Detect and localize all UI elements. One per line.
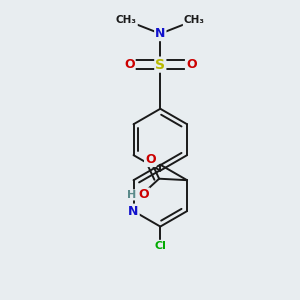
Text: O: O <box>139 188 149 201</box>
Text: CH₃: CH₃ <box>184 15 205 26</box>
Text: O: O <box>186 58 196 71</box>
Text: N: N <box>155 27 166 40</box>
Text: S: S <box>155 58 165 72</box>
Text: CH₃: CH₃ <box>116 15 137 26</box>
Text: H: H <box>127 190 136 200</box>
Text: Cl: Cl <box>154 241 166 251</box>
Text: O: O <box>145 153 156 166</box>
Text: N: N <box>128 205 139 218</box>
Text: O: O <box>124 58 135 71</box>
